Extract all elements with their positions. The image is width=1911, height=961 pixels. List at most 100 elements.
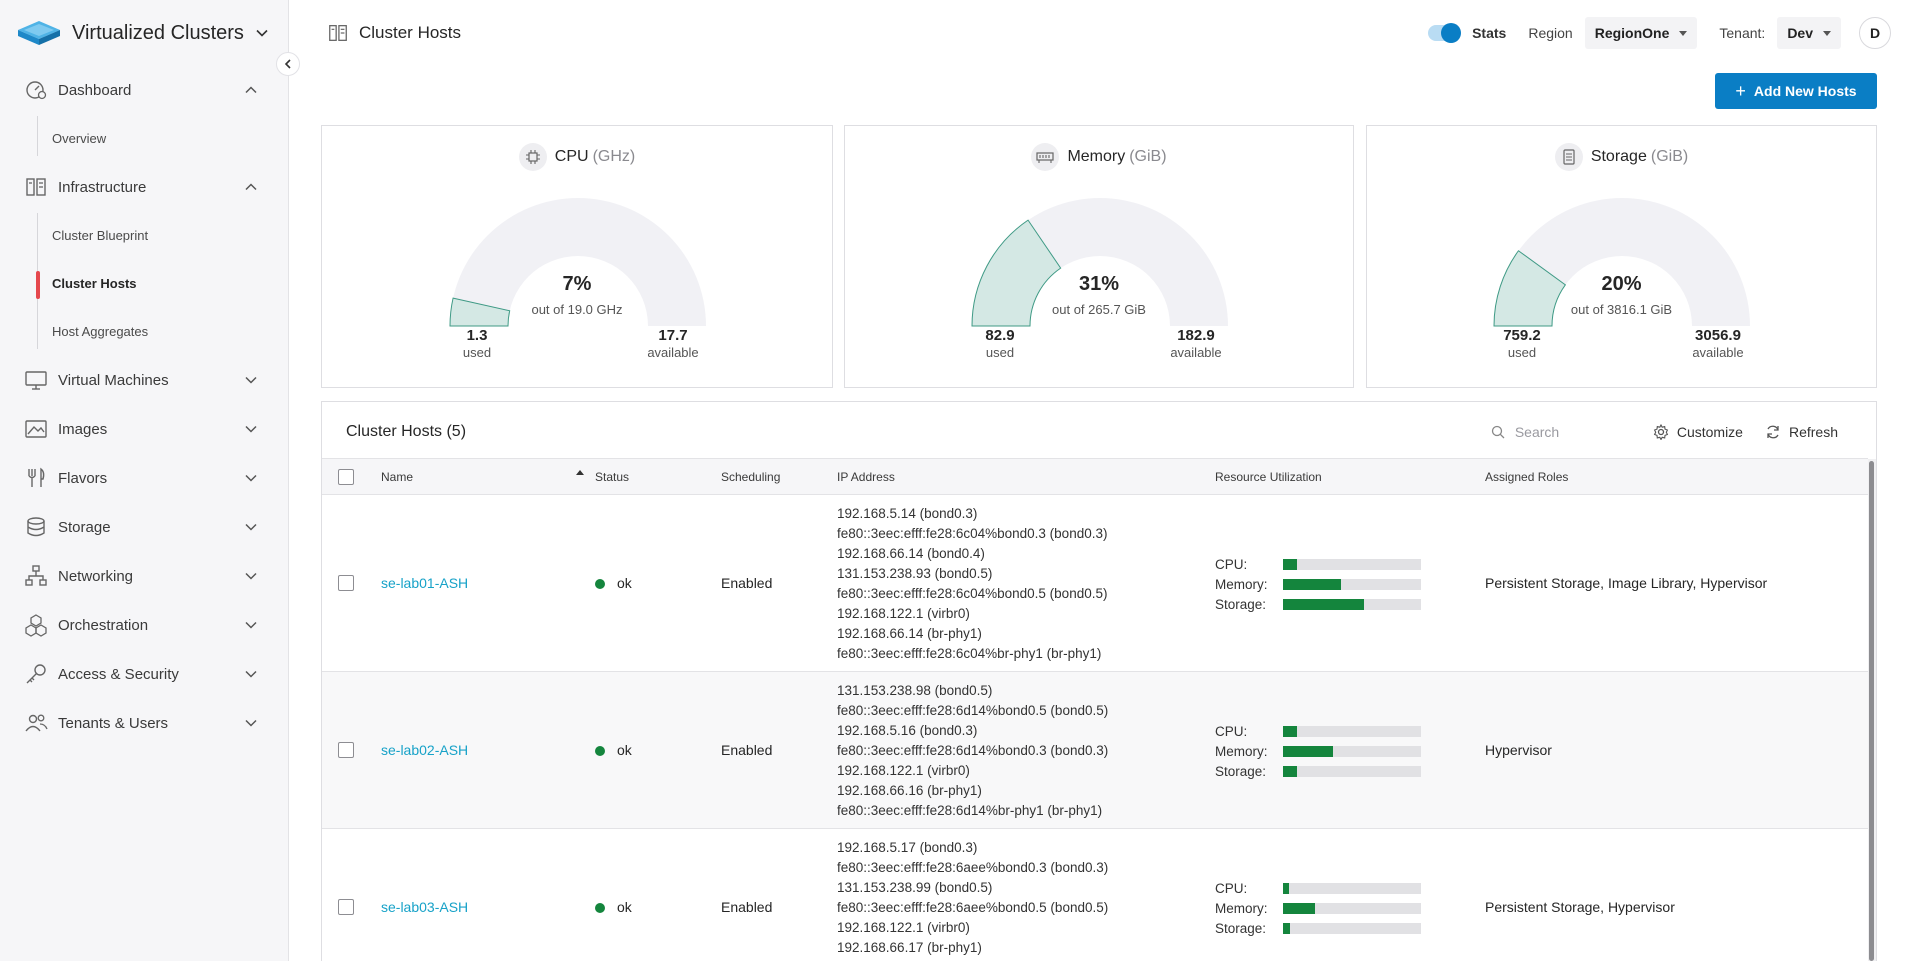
sidebar-item-orchestration[interactable]: Orchestration	[0, 605, 289, 645]
memory-bar-fill	[1283, 745, 1333, 757]
cpu-bar-fill	[1283, 725, 1297, 737]
sidebar-item-virtual-machines[interactable]: Virtual Machines	[0, 360, 289, 400]
customize-button[interactable]: Customize	[1653, 424, 1743, 440]
resource-utilization: CPU: Memory: Storage:	[1215, 878, 1445, 938]
scheduling-cell: Enabled	[721, 742, 773, 758]
host-name-link[interactable]: se-lab02-ASH	[381, 742, 469, 758]
avatar[interactable]: D	[1859, 17, 1891, 49]
cpu-utilization: CPU:	[1215, 554, 1445, 574]
host-name-link[interactable]: se-lab01-ASH	[381, 575, 469, 591]
sidebar-item-networking[interactable]: Networking	[0, 556, 289, 596]
gauge-used-fill	[971, 219, 1062, 327]
users-icon	[25, 714, 48, 732]
gauge-used-fill	[1493, 250, 1567, 327]
column-header-scheduling[interactable]: Scheduling	[721, 470, 781, 484]
ip-address: 131.153.238.99 (bond0.5)	[837, 880, 993, 895]
table-row[interactable]: se-lab01-ASH ok Enabled 192.168.5.14 (bo…	[322, 495, 1868, 672]
sidebar-item-tenants-users[interactable]: Tenants & Users	[0, 703, 289, 743]
column-header-ip-address[interactable]: IP Address	[837, 470, 895, 484]
table-header: Name Status Scheduling IP Address Resour…	[322, 458, 1868, 495]
sidebar-item-images[interactable]: Images	[0, 409, 289, 449]
available-label: available	[1692, 345, 1744, 360]
gauge-used-fill	[449, 297, 511, 327]
sidebar-item-infrastructure[interactable]: Infrastructure	[0, 167, 289, 207]
region-select[interactable]: RegionOne	[1584, 17, 1698, 49]
used-value: 82.9	[985, 327, 1015, 344]
app-title: Virtualized Clusters	[72, 21, 244, 44]
available-value: 3056.9	[1695, 327, 1741, 344]
assigned-roles: Hypervisor	[1485, 742, 1552, 758]
scrollbar-thumb[interactable]	[1869, 461, 1874, 961]
column-header-resource-utilization[interactable]: Resource Utilization	[1215, 470, 1322, 484]
sidebar-subitem-host-aggregates[interactable]: Host Aggregates	[38, 311, 289, 351]
status-ok-dot	[595, 903, 605, 913]
sidebar-subitem-cluster-blueprint[interactable]: Cluster Blueprint	[38, 215, 289, 255]
stats-toggle[interactable]	[1428, 23, 1462, 43]
ip-address: 192.168.122.1 (virbr0)	[837, 606, 970, 621]
tenant-label: Tenant:	[1719, 25, 1766, 41]
brand[interactable]: Virtualized Clusters	[16, 18, 244, 48]
gauge-percent: 31%	[1078, 273, 1120, 295]
row-checkbox[interactable]	[338, 899, 354, 915]
search-input[interactable]: Search	[1491, 424, 1631, 440]
memory-bar-fill	[1283, 578, 1341, 590]
sidebar-item-access-security[interactable]: Access & Security	[0, 654, 289, 694]
collapse-sidebar-button[interactable]	[276, 52, 300, 76]
refresh-button[interactable]: Refresh	[1765, 424, 1838, 440]
sidebar-subitem-overview[interactable]: Overview	[38, 118, 289, 158]
column-header-status[interactable]: Status	[595, 470, 630, 484]
ip-address: 192.168.66.17 (br-phy1)	[837, 940, 982, 955]
column-header-name[interactable]: Name	[381, 470, 414, 484]
scheduling-cell: Enabled	[721, 899, 773, 915]
add-new-hosts-button[interactable]: + Add New Hosts	[1715, 73, 1877, 109]
storage-bar-fill	[1283, 765, 1297, 777]
ip-address: fe80::3eec:efff:fe28:6aee%bond0.3 (bond0…	[837, 860, 1109, 875]
status-text: ok	[617, 899, 632, 915]
cpu-gauge-card: CPU (GHz) 7% out of 19.0 GHz 1.3 used 17…	[321, 125, 833, 388]
sort-ascending-icon[interactable]	[576, 470, 584, 475]
storage-gauge-card: Storage (GiB) 20% out of 3816.1 GiB 759.…	[1366, 125, 1877, 388]
search-placeholder: Search	[1514, 424, 1560, 440]
chevron-down-icon	[245, 376, 257, 384]
host-name-link[interactable]: se-lab03-ASH	[381, 899, 469, 915]
gauge-percent: 7%	[562, 273, 592, 295]
server-rack-icon	[329, 25, 347, 41]
chevron-down-icon	[245, 572, 257, 580]
table-scrollbar[interactable]	[1868, 459, 1876, 961]
select-all-checkbox[interactable]	[338, 469, 354, 485]
column-header-assigned-roles[interactable]: Assigned Roles	[1485, 470, 1569, 484]
used-label: used	[985, 345, 1015, 360]
gauge-used: 82.9 used	[950, 327, 1050, 360]
utensils-icon	[28, 467, 45, 487]
available-value: 182.9	[1177, 327, 1215, 344]
search-icon	[1491, 425, 1505, 439]
sidebar-item-flavors[interactable]: Flavors	[0, 458, 289, 498]
toggle-knob	[1441, 23, 1462, 43]
scheduling-cell: Enabled	[721, 575, 773, 591]
page-header: Cluster Hosts	[327, 18, 461, 48]
table-row[interactable]: se-lab03-ASH ok Enabled 192.168.5.17 (bo…	[322, 829, 1868, 961]
sidebar-subitem-cluster-hosts[interactable]: Cluster Hosts	[36, 263, 289, 303]
ip-address-list: 192.168.5.14 (bond0.3) fe80::3eec:efff:f…	[837, 504, 1107, 664]
table-row[interactable]: se-lab02-ASH ok Enabled 131.153.238.98 (…	[322, 672, 1868, 829]
ip-address: 192.168.122.1 (virbr0)	[837, 920, 970, 935]
sidebar-subitem-label: Cluster Blueprint	[52, 227, 149, 243]
util-label: Memory:	[1215, 576, 1268, 592]
row-checkbox[interactable]	[338, 575, 354, 591]
sidebar-item-dashboard[interactable]: Dashboard	[0, 70, 289, 110]
row-checkbox[interactable]	[338, 742, 354, 758]
table-toolbar: Search Customize Refresh	[1491, 418, 1838, 446]
ip-address: 192.168.66.14 (bond0.4)	[837, 546, 985, 561]
ip-address: fe80::3eec:efff:fe28:6c04%bond0.3 (bond0…	[837, 526, 1108, 541]
gauge-used: 1.3 used	[427, 327, 527, 360]
sidebar: Virtualized Clusters Dashboard Overview …	[0, 0, 289, 961]
used-value: 759.2	[1503, 327, 1541, 344]
sidebar-subitem-label: Overview	[52, 130, 107, 146]
gauge-available: 17.7 available	[623, 327, 723, 360]
chevron-down-icon[interactable]	[255, 26, 269, 40]
sidebar-item-storage[interactable]: Storage	[0, 507, 289, 547]
cluster-hosts-panel: Cluster Hosts (5) Search Customize Refre…	[321, 401, 1877, 961]
gear-icon	[1653, 424, 1668, 440]
tenant-select[interactable]: Dev	[1777, 17, 1841, 49]
resource-utilization: CPU: Memory: Storage:	[1215, 554, 1445, 614]
